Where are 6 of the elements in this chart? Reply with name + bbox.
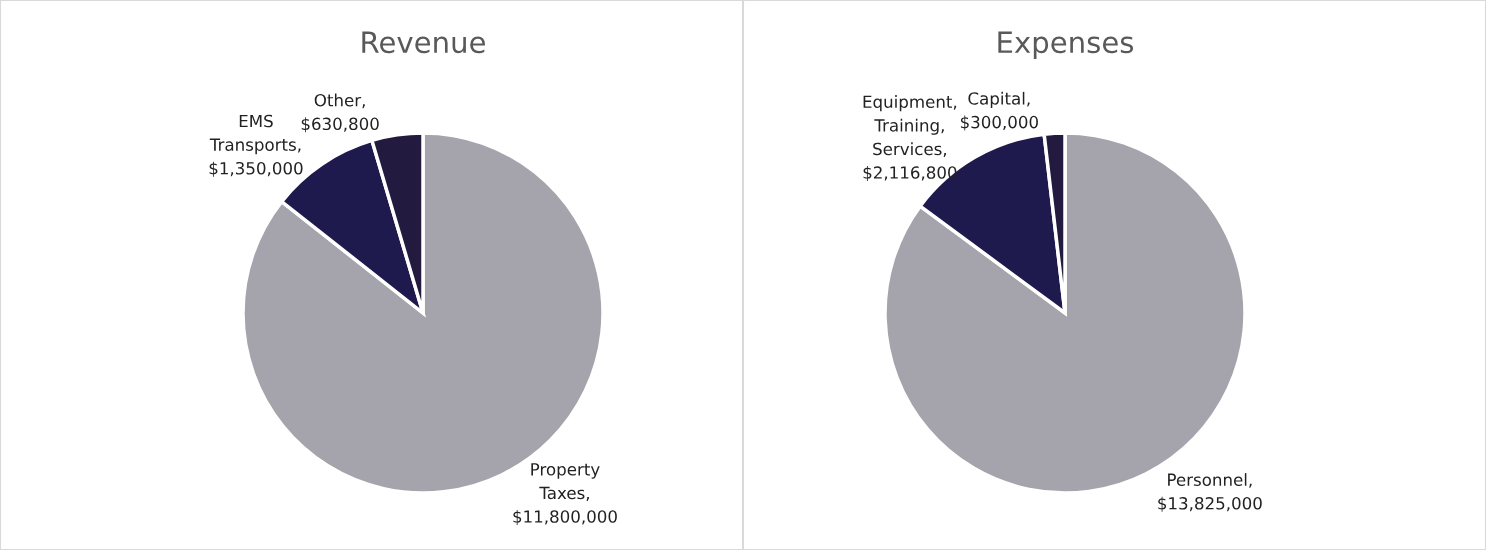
- slice-label: Personnel, $13,825,000: [1158, 473, 1262, 512]
- slice-label: Other, $630,800: [301, 93, 379, 133]
- slice-label: Property Taxes, $11,800,000: [513, 463, 617, 526]
- slice-label: Capital, $300,000: [960, 91, 1038, 131]
- chart-title: Expenses: [998, 31, 1134, 59]
- chart-title: Revenue: [362, 31, 485, 54]
